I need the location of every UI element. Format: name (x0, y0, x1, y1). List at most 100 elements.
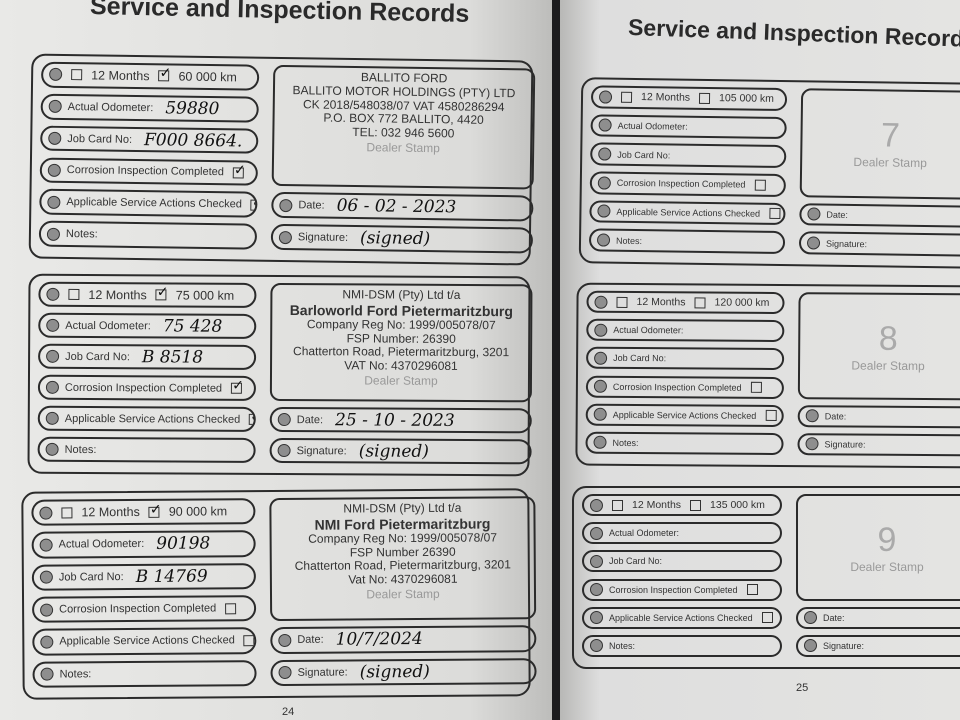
interval-field[interactable]: 12 Months 60 000 km (40, 61, 260, 91)
interval-field[interactable]: 12 Months 135 000 km (582, 494, 782, 517)
checkbox[interactable] (754, 179, 766, 191)
field-label: Applicable Service Actions Checked (64, 412, 241, 426)
date-field[interactable]: Date: 25 - 10 - 2023 (269, 406, 532, 434)
checkbox[interactable] (249, 413, 256, 425)
service-actions-field[interactable]: Applicable Service Actions Checked (39, 188, 258, 218)
radio-icon (45, 442, 59, 456)
left-page: Service and Inspection Records 24 12 Mon… (0, 0, 552, 720)
corrosion-field[interactable]: Corrosion Inspection Completed (32, 595, 257, 624)
field-label: 90 000 km (168, 504, 228, 519)
checkbox[interactable] (231, 382, 243, 394)
corrosion-field[interactable]: Corrosion Inspection Completed (39, 157, 258, 187)
service-actions-field[interactable]: Applicable Service Actions Checked (589, 200, 786, 226)
radio-icon (590, 639, 603, 653)
checkbox[interactable] (68, 288, 80, 300)
field-label: 12 Months (81, 505, 140, 520)
checkbox[interactable] (612, 499, 623, 511)
notes-field[interactable]: Notes: (588, 228, 786, 255)
field-label: Job Card No: (58, 570, 124, 584)
checkbox[interactable] (698, 92, 711, 104)
checkbox[interactable] (148, 506, 160, 518)
dealer-stamp-label: Dealer Stamp (366, 586, 440, 602)
radio-icon (594, 351, 608, 365)
interval-field[interactable]: 12 Months 120 000 km (586, 290, 785, 315)
signature-field[interactable]: Signature: (signed) (270, 224, 534, 254)
field-label: Date: (296, 413, 324, 426)
odometer-field[interactable]: Actual Odometer: 75 428 (38, 312, 257, 339)
date-field[interactable]: Date: (799, 202, 960, 229)
radio-icon (46, 318, 60, 332)
checkbox[interactable] (158, 70, 170, 82)
radio-icon (597, 204, 611, 219)
odometer-field[interactable]: Actual Odometer: (586, 318, 785, 343)
radio-icon (278, 230, 293, 244)
checkbox[interactable] (61, 507, 73, 519)
dealer-stamp-label: Dealer Stamp (364, 373, 438, 388)
signature-field[interactable]: Signature: (signed) (269, 437, 532, 465)
field-label: Notes: (65, 228, 98, 241)
corrosion-field[interactable]: Corrosion Inspection Completed (37, 374, 256, 401)
odometer-field[interactable]: Actual Odometer: 90198 (31, 530, 256, 559)
field-label: Job Card No: (65, 350, 130, 363)
interval-field[interactable]: 12 Months 105 000 km (590, 85, 788, 111)
notes-field[interactable]: Notes: (37, 436, 256, 463)
job-card-field[interactable]: Job Card No: B 8518 (38, 343, 257, 370)
radio-icon (48, 131, 62, 145)
signature-field[interactable]: Signature: (797, 432, 960, 457)
service-actions-field[interactable]: Applicable Service Actions Checked (32, 627, 257, 656)
service-actions-field[interactable]: Applicable Service Actions Checked (37, 405, 256, 432)
field-label: 120 000 km (714, 296, 770, 310)
signature-field[interactable]: Signature: (796, 634, 960, 657)
stamp-line: Vat No: 4370296081 (348, 572, 458, 587)
radio-icon (805, 437, 819, 451)
interval-field[interactable]: 12 Months 75 000 km (38, 281, 257, 308)
checkbox[interactable] (690, 499, 702, 511)
checkbox[interactable] (694, 296, 706, 309)
signature-field[interactable]: Signature: (798, 231, 960, 257)
checkbox[interactable] (750, 381, 762, 393)
job-card-field[interactable]: Job Card No: (590, 142, 787, 169)
checkbox[interactable] (616, 296, 628, 308)
odometer-field[interactable]: Actual Odometer: (590, 114, 787, 140)
checkbox[interactable] (71, 69, 83, 81)
notes-field[interactable]: Notes: (32, 659, 257, 688)
odometer-field[interactable]: Actual Odometer: (582, 522, 782, 545)
corrosion-field[interactable]: Corrosion Inspection Completed (589, 171, 786, 197)
checkbox[interactable] (765, 410, 777, 422)
notes-field[interactable]: Notes: (38, 220, 258, 250)
radio-icon (40, 635, 54, 649)
job-card-field[interactable]: Job Card No: B 14769 (31, 562, 256, 591)
date-field[interactable]: Date: (797, 404, 960, 429)
date-field[interactable]: Date: 10/7/2024 (270, 625, 537, 654)
service-actions-field[interactable]: Applicable Service Actions Checked (585, 403, 784, 427)
radio-icon (40, 603, 54, 617)
service-actions-field[interactable]: Applicable Service Actions Checked (582, 606, 782, 629)
job-card-field[interactable]: Job Card No: F000 8664. (40, 125, 259, 155)
dealer-stamp-box: 7 Dealer Stamp (799, 88, 960, 200)
checkbox[interactable] (746, 584, 758, 596)
corrosion-field[interactable]: Corrosion Inspection Completed (585, 375, 784, 399)
notes-field[interactable]: Notes: (585, 431, 784, 456)
odometer-field[interactable]: Actual Odometer: 59880 (40, 93, 259, 123)
radio-icon (45, 380, 59, 394)
notes-field[interactable]: Notes: (582, 634, 782, 657)
radio-icon (46, 287, 60, 301)
checkbox[interactable] (243, 635, 255, 647)
checkbox[interactable] (155, 289, 167, 301)
interval-field[interactable]: 12 Months 90 000 km (31, 498, 256, 527)
corrosion-field[interactable]: Corrosion Inspection Completed (582, 578, 782, 601)
date-field[interactable]: Date: 06 - 02 - 2023 (271, 192, 534, 222)
job-card-field[interactable]: Job Card No: (586, 346, 785, 371)
job-card-field[interactable]: Job Card No: (582, 550, 782, 573)
checkbox[interactable] (250, 199, 258, 211)
checkbox[interactable] (768, 208, 781, 220)
checkbox[interactable] (761, 612, 773, 624)
field-label: Date: (297, 634, 324, 647)
checkbox[interactable] (232, 167, 245, 179)
page-title: Service and Inspection Records (89, 0, 470, 28)
date-field[interactable]: Date: (796, 606, 960, 629)
signature-field[interactable]: Signature: (signed) (270, 657, 537, 687)
dealer-stamp-box: 8 Dealer Stamp (797, 292, 960, 401)
checkbox[interactable] (225, 602, 237, 615)
checkbox[interactable] (620, 91, 633, 103)
